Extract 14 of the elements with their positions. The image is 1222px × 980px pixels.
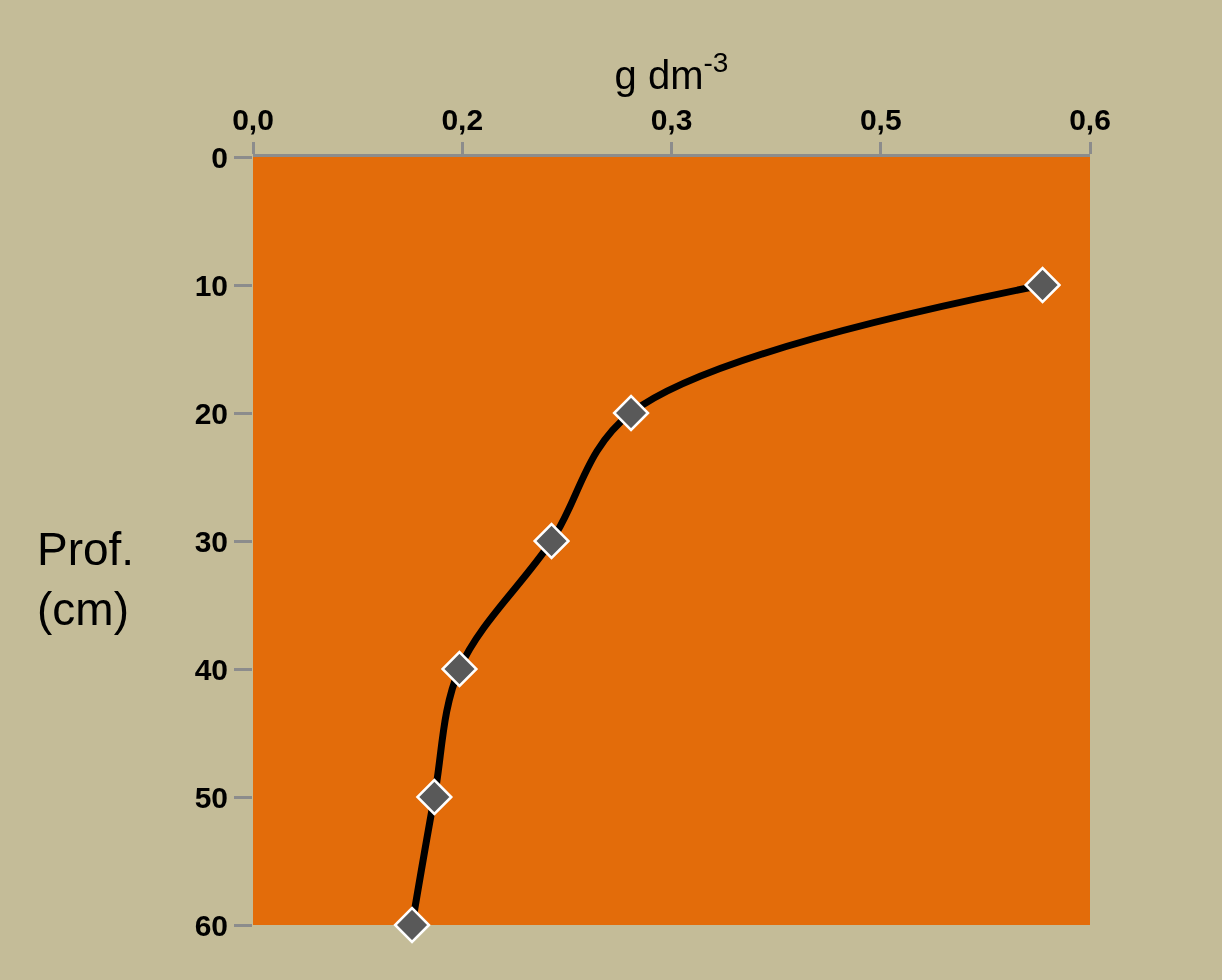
x-axis-title: g dm$^{-3}$ (614, 46, 729, 97)
y-tick-label: 40 (194, 652, 228, 686)
y-tick-label: 0 (211, 140, 228, 174)
x-tick-label: 0,3 (650, 103, 693, 136)
x-tick-label: 0,2 (441, 103, 484, 136)
y-tick-label: 20 (194, 396, 228, 430)
x-tick-label: 0,0 (232, 103, 274, 136)
x-tick-label: 0,6 (1069, 103, 1111, 136)
x-tick-label: 0,5 (859, 103, 902, 136)
y-tick-label: 30 (194, 524, 228, 558)
y-tick-label: 10 (194, 268, 228, 302)
y-axis-title: Prof. (cm) (37, 523, 135, 635)
y-tick-label: 60 (194, 908, 228, 942)
y-tick-label: 50 (194, 780, 228, 814)
